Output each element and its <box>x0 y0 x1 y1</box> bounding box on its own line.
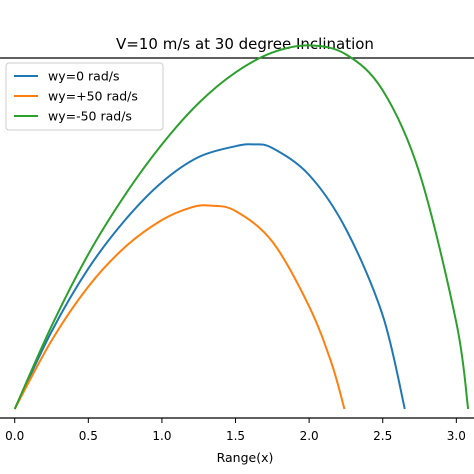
x-tick-label: 2.0 <box>300 429 319 443</box>
legend-box <box>5 62 164 131</box>
legend-label: wy=0 rad/s <box>48 69 119 84</box>
chart-title: V=10 m/s at 30 degree Inclination <box>116 35 374 53</box>
series-line-wy-0-rad-s <box>13 143 406 410</box>
x-tick-label: 3.0 <box>447 429 466 443</box>
x-tick-label: 1.5 <box>226 429 245 443</box>
x-tick-label: 2.5 <box>373 429 392 443</box>
x-tick-label: 0.5 <box>79 429 98 443</box>
x-tick-label: 1.0 <box>152 429 171 443</box>
legend: wy=0 rad/s wy=+50 rad/s wy=-50 rad/s <box>5 62 164 131</box>
plot-area <box>13 44 470 410</box>
legend-label: wy=-50 rad/s <box>48 109 132 124</box>
x-tick-label: 0.0 <box>5 429 24 443</box>
x-axis-label: Range(x) <box>217 450 274 465</box>
legend-label: wy=+50 rad/s <box>48 89 138 104</box>
series-line-wy-50-rad-s <box>13 204 346 410</box>
series-line-wy-50-rad-s <box>13 44 470 410</box>
x-axis-ticks: 0.0 0.5 1.0 1.5 2.0 2.5 3.0 <box>5 418 466 443</box>
